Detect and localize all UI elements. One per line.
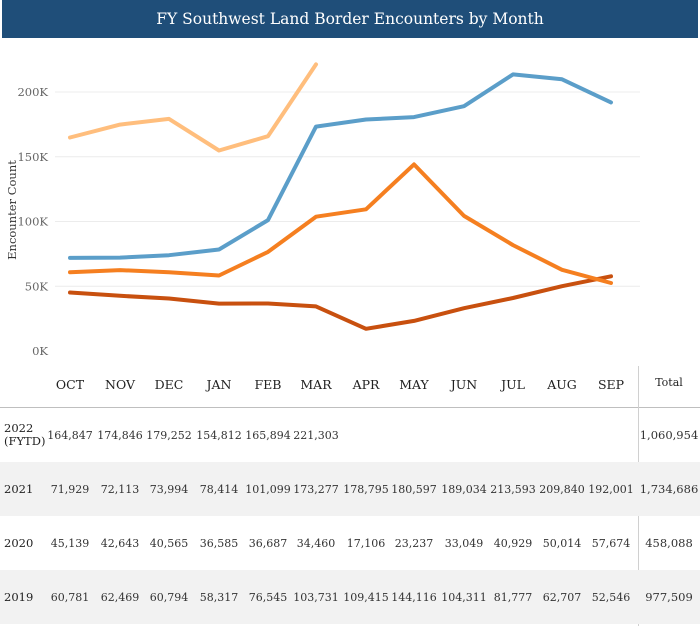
table-cell: 60,781 [50,590,90,604]
table-cell: 58,317 [199,590,239,604]
table-header-divider [0,407,700,408]
row-total: 458,088 [645,536,693,550]
table-cell: 221,303 [293,428,339,442]
row-label: 2022 (FYTD) [4,421,46,448]
y-axis-label: Encounter Count [5,160,19,260]
month-header: SEP [598,377,624,392]
table-cell: 40,929 [493,536,533,550]
table-cell: 101,099 [245,482,291,496]
month-header: OCT [56,377,85,392]
table-cell: 40,565 [149,536,189,550]
table-cell: 192,001 [588,482,634,496]
table-cell: 209,840 [539,482,585,496]
y-tick-label: 0K [32,344,48,358]
table-cell: 179,252 [146,428,192,442]
table-cell: 72,113 [100,482,140,496]
row-label: 2021 [4,481,34,496]
total-header: Total [655,376,683,389]
month-header: DEC [155,377,184,392]
table-cell: 178,795 [343,482,389,496]
table-row: 2022 (FYTD) 164,847 174,846 179,252 154,812 1… [0,408,700,462]
table-cell: 73,994 [149,482,189,496]
row-total: 977,509 [645,590,693,604]
table-cell: 33,049 [444,536,484,550]
table-cell: 81,777 [493,590,533,604]
row-label: 2020 [4,535,34,550]
month-header: FEB [255,377,282,392]
y-tick-label: 50K [25,279,49,293]
month-header: NOV [105,377,136,392]
month-header: MAR [300,377,332,392]
table-cell: 36,687 [248,536,288,550]
table-cell: 45,139 [50,536,90,550]
table-row: 2019 60,781 62,469 60,794 58,317 76,545 103,73… [0,570,700,624]
table-cell: 60,794 [149,590,189,604]
table-cell: 34,460 [296,536,336,550]
table-cell: 42,643 [100,536,140,550]
month-header: JUN [449,377,478,392]
table-cell: 52,546 [591,590,631,604]
table-cell: 154,812 [196,428,242,442]
table-row: 2020 45,139 42,643 40,565 36,585 36,687 34,460… [0,516,700,570]
table-cell: 144,116 [391,590,437,604]
line-chart: 0K 50K 100K 150K 200K Encounter Count OCT NOV DE… [5,62,640,392]
table-cell: 17,106 [346,536,386,550]
table-cell: 50,014 [542,536,582,550]
table-cell: 23,237 [394,536,434,550]
table-cell: 62,707 [542,590,582,604]
row-total: 1,060,954 [639,428,699,442]
table-cell: 71,929 [50,482,90,496]
table-cell: 109,415 [343,590,389,604]
table-cell [586,408,636,462]
y-tick-label: 100K [17,215,48,229]
table-cell: 180,597 [391,482,437,496]
table-cell: 189,034 [441,482,487,496]
table-cell: 165,894 [245,428,291,442]
table-cell: 62,469 [100,590,140,604]
table-cell: 213,593 [490,482,536,496]
table-cell [389,408,439,462]
table-cell [439,408,489,462]
row-label: 2019 [4,589,34,604]
table-cell: 173,277 [293,482,339,496]
series-line-2019 [68,162,613,285]
table-cell [341,408,391,462]
table-cell: 164,847 [47,428,93,442]
row-total: 1,734,686 [639,482,699,496]
series-line-2020 [68,274,613,331]
month-header: MAY [399,377,429,392]
table-cell: 103,731 [293,590,339,604]
table-cell [488,408,538,462]
month-header: JUL [499,377,525,392]
month-header: AUG [546,377,577,392]
month-header: JAN [205,377,232,392]
table-cell: 174,846 [97,428,143,442]
series-line-2021 [68,72,613,260]
y-tick-label: 150K [17,150,48,164]
table-row: 2021 71,929 72,113 73,994 78,414 101,099 173,2… [0,462,700,516]
table-cell: 78,414 [199,482,239,496]
y-tick-label: 200K [17,85,48,99]
chart-title: FY Southwest Land Border Encounters by M… [2,0,698,38]
table-cell: 104,311 [441,590,487,604]
table-cell: 57,674 [591,536,631,550]
series-line-2022-fytd- [68,62,318,153]
table-cell: 76,545 [248,590,288,604]
month-header: APR [352,377,380,392]
table-cell [537,408,587,462]
table-cell: 36,585 [199,536,239,550]
